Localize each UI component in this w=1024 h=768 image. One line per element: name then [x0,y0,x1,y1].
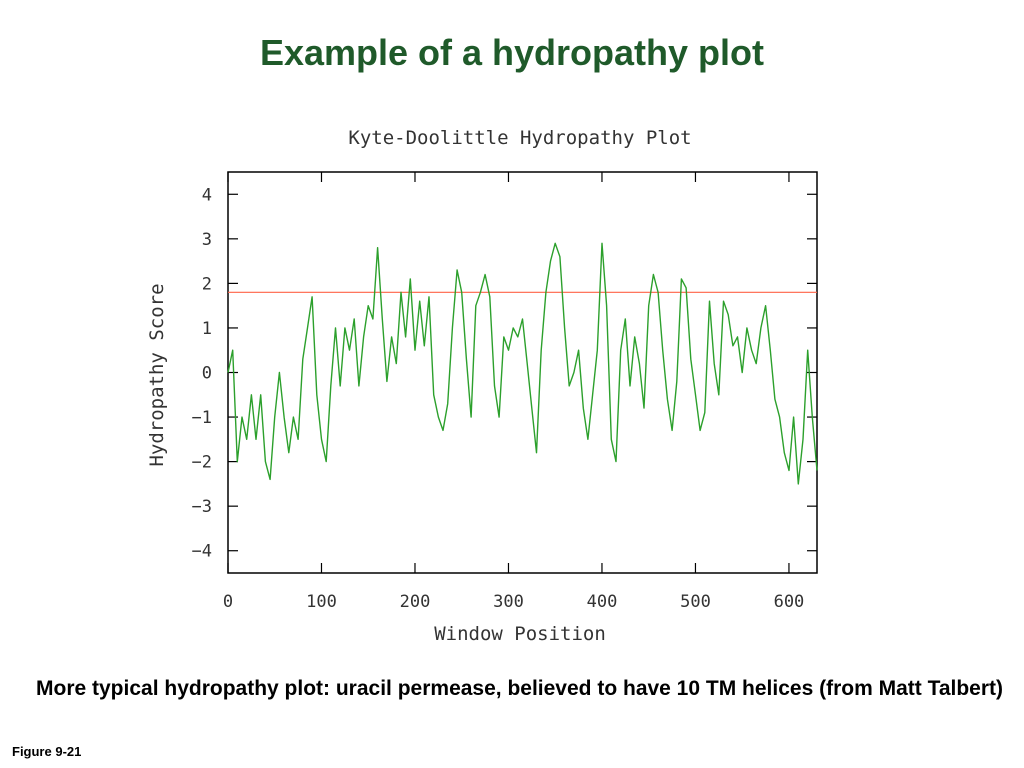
x-tick-label: 100 [306,592,337,612]
x-tick-label: 300 [493,592,524,612]
figure-label: Figure 9-21 [12,744,82,759]
slide-title: Example of a hydropathy plot [259,32,765,73]
x-axis-label: Window Position [434,623,606,645]
y-tick-label: 4 [202,185,212,205]
y-tick-label: 3 [202,230,212,250]
y-tick-label: 2 [202,274,212,294]
x-tick-label: 200 [400,592,431,612]
y-tick-label: −2 [192,453,212,473]
hydropathy-chart: Kyte-Doolittle Hydropathy Plot 4 3 2 1 0 −1 −2… [146,127,818,645]
x-tick-label: 400 [587,592,618,612]
y-tick-label: −4 [192,542,212,562]
chart-title: Kyte-Doolittle Hydropathy Plot [348,127,691,149]
x-tick-label: 500 [680,592,711,612]
series-line-hydropathy [227,242,818,485]
y-tick-label: 1 [202,319,212,339]
slide-caption: More typical hydropathy plot: uracil per… [36,677,1004,700]
x-tick-label: 600 [774,592,805,612]
y-tick-label: −1 [192,408,212,428]
y-tick-label: −3 [192,497,212,517]
ticks-layer: 4 3 2 1 0 −1 −2 −3 −4 0 100 200 300 400 500 600 [192,172,817,612]
y-axis-label: Hydropathy Score [146,283,168,466]
y-tick-label: 0 [202,364,212,384]
x-tick-label: 0 [223,592,233,612]
